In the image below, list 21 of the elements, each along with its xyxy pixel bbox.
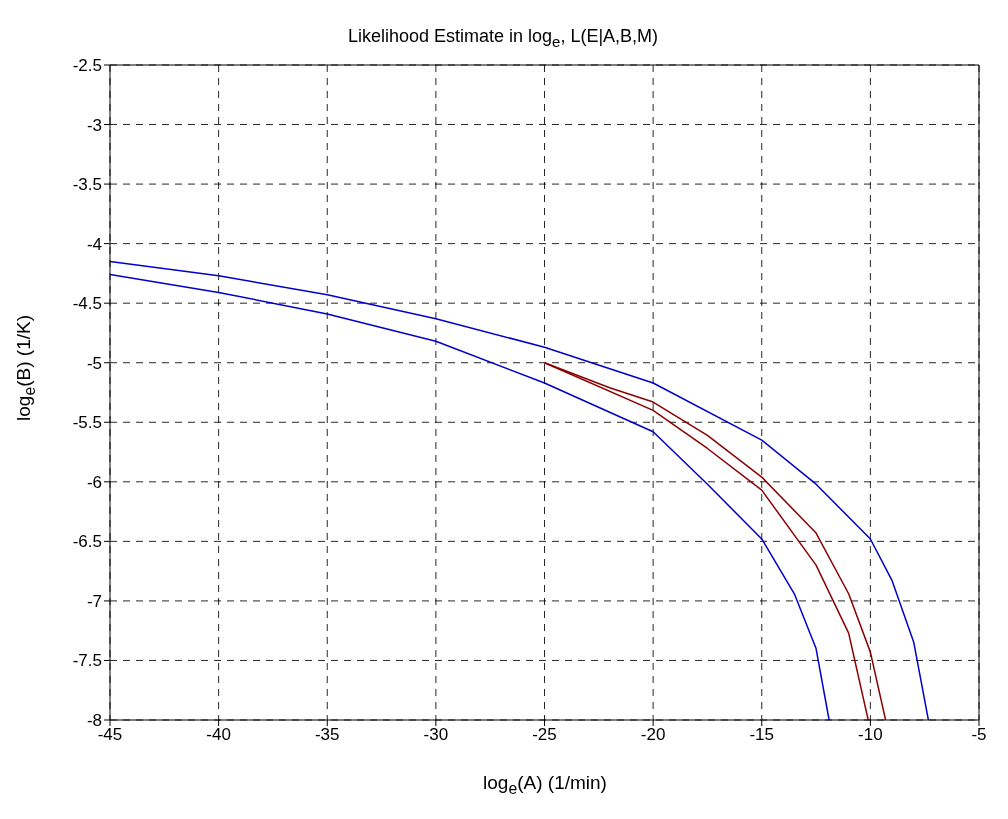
y-tick-label: -6 xyxy=(86,472,102,492)
x-tick-label: -25 xyxy=(532,725,557,745)
y-tick-label: -3.5 xyxy=(72,175,102,195)
y-tick-label: -7.5 xyxy=(72,651,102,671)
y-tick-label: -5 xyxy=(86,353,102,373)
x-tick-label: -5 xyxy=(971,725,987,745)
x-tick-label: -30 xyxy=(423,725,449,745)
x-tick-label: -40 xyxy=(206,725,231,745)
y-tick-label: -3 xyxy=(86,115,102,135)
x-tick-label: -15 xyxy=(749,725,775,745)
x-tick-label: -35 xyxy=(314,725,340,745)
y-tick-label: -4 xyxy=(86,234,102,254)
y-tick-label: -4.5 xyxy=(72,294,102,314)
y-tick-label: -5.5 xyxy=(72,413,102,433)
x-tick-label: -20 xyxy=(640,725,666,745)
x-axis-title: log$_{e}$(A) (1/min) xyxy=(482,772,608,798)
y-tick-label: -2.5 xyxy=(72,56,102,76)
y-tick-label: -7 xyxy=(86,591,102,611)
x-tick-label: -10 xyxy=(858,725,883,745)
y-tick-label: -6.5 xyxy=(72,532,102,552)
chart-title: Likelihood Estimate in log$_{e}$, L(E|A,B,M) xyxy=(346,26,660,50)
